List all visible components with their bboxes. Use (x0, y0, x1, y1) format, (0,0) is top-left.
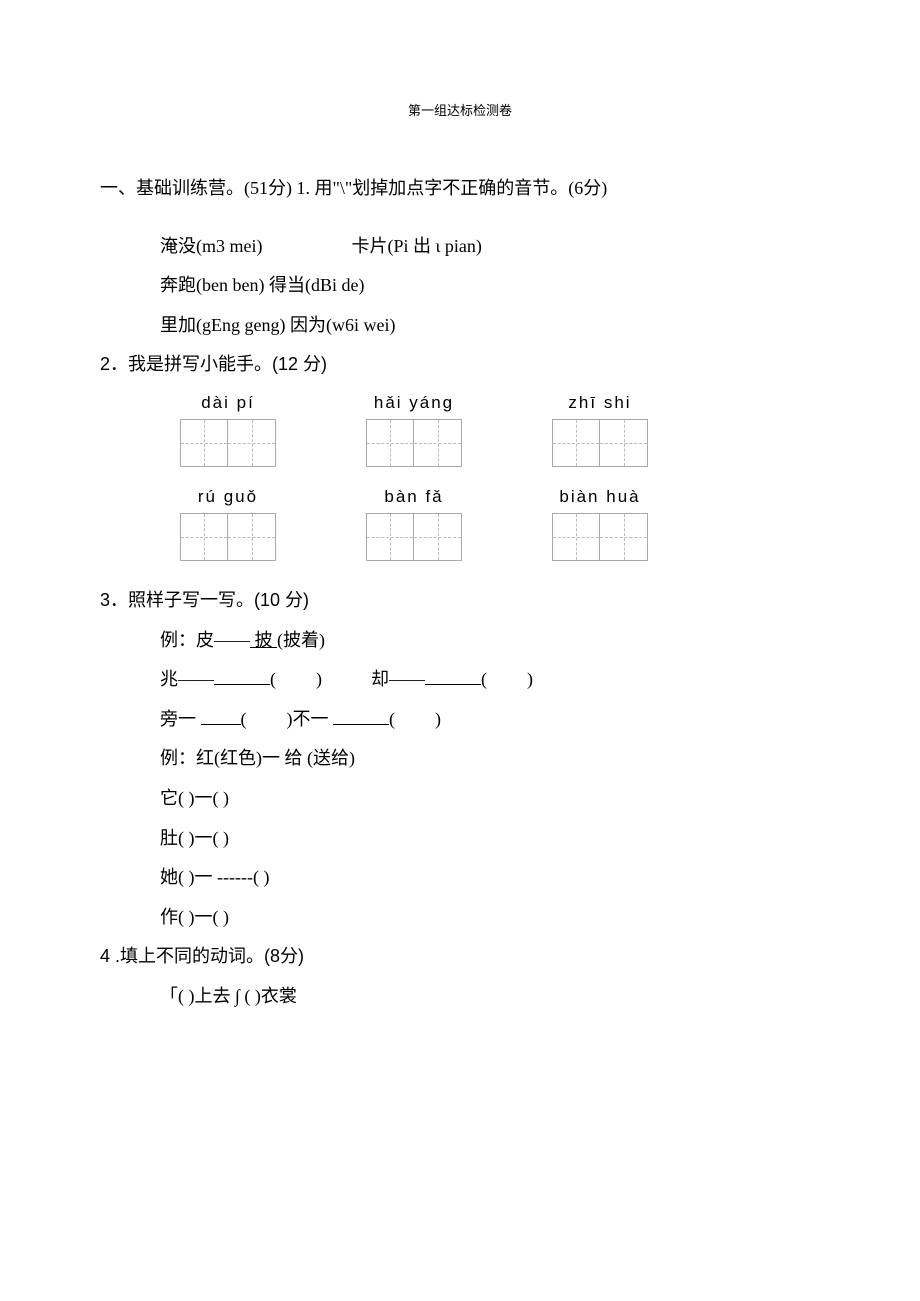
tianzige-grid[interactable] (552, 419, 648, 467)
q3-a2-right: 不一 (293, 709, 329, 729)
q3-b-4: 作( )一( ) (100, 898, 820, 938)
q1-pair-2-left: 奔跑(ben ben) (160, 275, 264, 295)
tianzige-cell[interactable] (552, 419, 600, 467)
q2-r2-g2-pinyin: bàn fǎ (384, 487, 443, 507)
fill-blank[interactable] (201, 706, 241, 725)
tianzige-cell[interactable] (180, 513, 228, 561)
q1-pair-1-left: 淹没(m3 mei) (160, 236, 262, 256)
q2-r2-g1: rú guǒ (180, 487, 276, 561)
tianzige-grid[interactable] (180, 419, 276, 467)
q2-prompt: 2．我是拼写小能手。(12 分) (100, 345, 820, 385)
q1-pair-3-left: 里加(gEng geng) (160, 315, 285, 335)
q3-line-a2: 旁一 ()不一 () (100, 700, 820, 740)
tianzige-grid[interactable] (180, 513, 276, 561)
document-title: 第一组达标检测卷 (100, 100, 820, 119)
q4-prompt: 4 .填上不同的动词。(8分) (100, 937, 820, 977)
q1-pair-2-right: 得当(dBi de) (269, 275, 364, 295)
q2-r1-g3-pinyin: zhī shi (568, 393, 631, 413)
tianzige-cell[interactable] (366, 513, 414, 561)
section-1-heading-row: 一、基础训练营。(51分) 1. 用"\"划掉加点字不正确的音节。(6分) (100, 169, 820, 209)
q3-b-1: 它( )一( ) (100, 779, 820, 819)
q2-r2-g3: biàn huà (552, 487, 648, 561)
fill-blank[interactable] (214, 666, 270, 685)
tianzige-cell[interactable] (228, 513, 276, 561)
tianzige-grid[interactable] (552, 513, 648, 561)
q3-a1-right: 却—— (371, 669, 425, 689)
tianzige-cell[interactable] (600, 419, 648, 467)
q1-prompt: 1. 用"\"划掉加点字不正确的音节。(6分) (297, 178, 608, 198)
q3-example-1: 例：皮—— 披 (披着) (100, 621, 820, 661)
worksheet-page: 第一组达标检测卷 一、基础训练营。(51分) 1. 用"\"划掉加点字不正确的音… (0, 0, 920, 1301)
q2-r1-g2-pinyin: hǎi yáng (374, 393, 454, 413)
tianzige-cell[interactable] (414, 419, 462, 467)
section-1-heading: 一、基础训练营。(51分) (100, 178, 292, 198)
tianzige-cell[interactable] (600, 513, 648, 561)
q4-row: 「( )上去 ∫ ( )衣裳 (100, 977, 820, 1017)
tianzige-cell[interactable] (414, 513, 462, 561)
q2-r2-g3-pinyin: biàn huà (559, 487, 640, 507)
q3-ex1-underlined: 披 (250, 630, 277, 650)
q2-r2-g1-pinyin: rú guǒ (198, 487, 258, 507)
tianzige-cell[interactable] (228, 419, 276, 467)
q3-a1-left: 兆—— (160, 669, 214, 689)
q3-a2-left: 旁一 (160, 709, 196, 729)
q3-b-3: 她( )一 ------( ) (100, 858, 820, 898)
q2-r1-g2: hǎi yáng (366, 393, 462, 467)
q2-row-1: dài pí hǎi yáng zhī shi (100, 393, 820, 467)
fill-blank[interactable] (425, 666, 481, 685)
q1-pair-3-right: 因为(w6i wei) (290, 315, 395, 335)
q3-prompt: 3．照样子写一写。(10 分) (100, 581, 820, 621)
q2-row-2: rú guǒ bàn fǎ biàn huà (100, 487, 820, 561)
tianzige-cell[interactable] (180, 419, 228, 467)
q1-pair-2: 奔跑(ben ben) 得当(dBi de) (100, 266, 820, 306)
tianzige-cell[interactable] (366, 419, 414, 467)
q3-b-2: 肚( )一( ) (100, 819, 820, 859)
tianzige-grid[interactable] (366, 419, 462, 467)
q1-pair-1-right: 卡片(Pi 出 ɩ pian) (351, 236, 481, 256)
q1-pair-3: 里加(gEng geng) 因为(w6i wei) (100, 306, 820, 346)
q3-ex1-suffix: (披着) (277, 630, 325, 650)
fill-blank[interactable] (333, 706, 389, 725)
q2-r1-g3: zhī shi (552, 393, 648, 467)
q3-example-2: 例：红(红色)一 给 (送给) (100, 739, 820, 779)
q2-r2-g2: bàn fǎ (366, 487, 462, 561)
tianzige-cell[interactable] (552, 513, 600, 561)
q3-line-a1: 兆——() 却——() (100, 660, 820, 700)
q1-pair-1: 淹没(m3 mei) 卡片(Pi 出 ɩ pian) (100, 227, 820, 267)
q2-r1-g1-pinyin: dài pí (201, 393, 255, 413)
tianzige-grid[interactable] (366, 513, 462, 561)
q2-r1-g1: dài pí (180, 393, 276, 467)
q3-ex1-prefix: 例：皮—— (160, 630, 250, 650)
